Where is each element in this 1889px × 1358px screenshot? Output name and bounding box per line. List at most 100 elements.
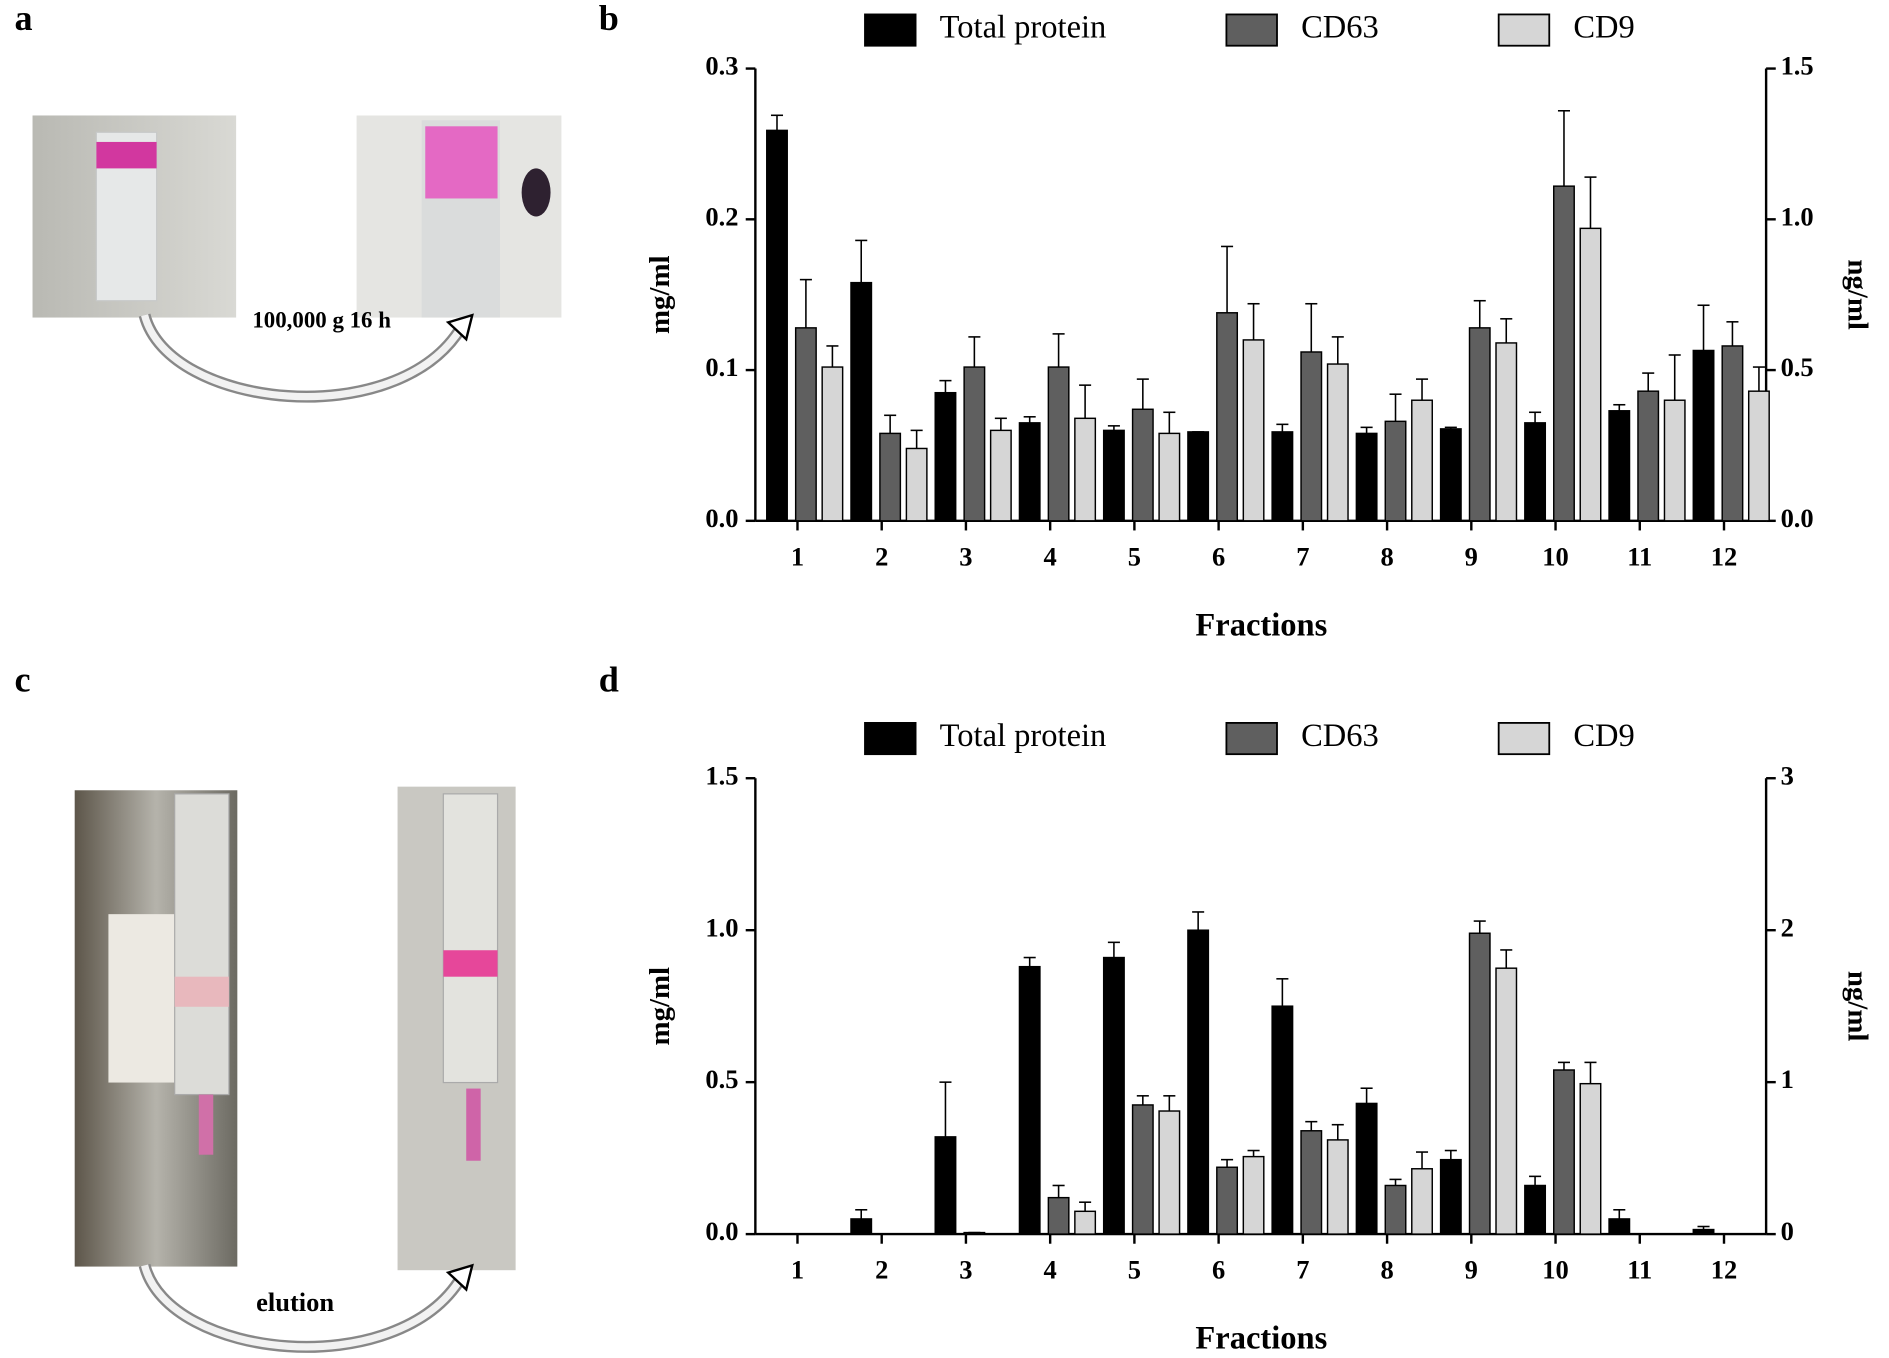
caption: 100,000 g 16 h bbox=[252, 308, 391, 333]
bar bbox=[1242, 1155, 1265, 1235]
error-bar bbox=[1752, 366, 1765, 392]
error-bar bbox=[855, 1209, 868, 1219]
bar bbox=[1439, 1158, 1462, 1235]
panel-label: d bbox=[599, 660, 619, 700]
bar bbox=[934, 391, 957, 522]
x-tick-label: 2 bbox=[875, 1255, 888, 1285]
error-bar bbox=[1557, 1061, 1571, 1070]
error-bar bbox=[855, 239, 868, 283]
error-bar bbox=[1221, 1158, 1234, 1168]
error-bar bbox=[1052, 1184, 1065, 1198]
error-bar bbox=[1192, 911, 1205, 931]
error-bar bbox=[1023, 956, 1036, 967]
bar bbox=[1018, 422, 1041, 522]
error-bar bbox=[1276, 423, 1289, 432]
bar bbox=[1300, 1130, 1323, 1235]
x-tick-label: 1 bbox=[791, 541, 804, 571]
bar bbox=[1355, 1102, 1378, 1235]
x-tick-label: 10 bbox=[1542, 541, 1568, 571]
y2-tick-label: 2 bbox=[1781, 912, 1794, 942]
bar bbox=[1271, 431, 1294, 522]
legend-label: Total protein bbox=[940, 718, 1107, 754]
error-bar bbox=[1473, 920, 1486, 934]
legend-label: Total protein bbox=[940, 10, 1107, 46]
error-bar bbox=[1500, 949, 1513, 969]
x-tick-label: 3 bbox=[959, 541, 972, 571]
legend-label: CD63 bbox=[1301, 718, 1379, 754]
x-tick-label: 7 bbox=[1296, 541, 1309, 571]
error-bar bbox=[1557, 109, 1571, 187]
x-tick-label: 4 bbox=[1044, 541, 1057, 571]
bar bbox=[1468, 327, 1491, 522]
legend-label: CD9 bbox=[1573, 718, 1634, 754]
bar bbox=[1495, 967, 1518, 1235]
bar bbox=[1102, 429, 1125, 522]
error-bar bbox=[1360, 1087, 1373, 1104]
y-tick-label: 0.5 bbox=[705, 1064, 738, 1094]
bar bbox=[1439, 428, 1462, 522]
error-bar bbox=[770, 114, 784, 131]
legend-label: CD63 bbox=[1301, 10, 1379, 46]
bar bbox=[1047, 366, 1070, 522]
x-tick-label: 9 bbox=[1465, 1255, 1478, 1285]
error-bar bbox=[1247, 1149, 1260, 1157]
legend-swatch bbox=[1497, 13, 1551, 47]
arrow bbox=[141, 1264, 465, 1351]
x-axis-label: Fractions bbox=[1195, 1321, 1327, 1357]
panel-label: b bbox=[599, 0, 619, 38]
error-bar bbox=[1247, 302, 1260, 340]
bar bbox=[879, 432, 902, 522]
y2-tick-label: 1.5 bbox=[1781, 51, 1814, 81]
legend-swatch bbox=[1497, 722, 1551, 756]
bar bbox=[1216, 1166, 1239, 1235]
error-bar bbox=[910, 429, 923, 449]
x-tick-label: 9 bbox=[1465, 541, 1478, 571]
bar bbox=[1074, 1210, 1097, 1235]
x-tick-label: 3 bbox=[959, 1255, 972, 1285]
error-bar bbox=[1613, 1209, 1626, 1219]
bar bbox=[1608, 410, 1631, 522]
x-tick-label: 1 bbox=[791, 1255, 804, 1285]
bar bbox=[1074, 417, 1097, 522]
bar bbox=[1158, 432, 1181, 522]
y2-tick-label: 0.0 bbox=[1781, 503, 1814, 533]
bar bbox=[794, 327, 817, 522]
bar bbox=[1692, 349, 1715, 522]
x-tick-label: 7 bbox=[1296, 1255, 1309, 1285]
error-bar bbox=[1305, 302, 1318, 352]
bar bbox=[1326, 363, 1349, 522]
error-bar bbox=[1697, 304, 1710, 351]
error-bar bbox=[1415, 1151, 1429, 1169]
bar bbox=[766, 129, 788, 522]
bar bbox=[1411, 399, 1433, 522]
arrow bbox=[141, 314, 465, 401]
error-bar bbox=[1052, 333, 1065, 368]
error-bar bbox=[1163, 1095, 1176, 1112]
bar bbox=[1047, 1196, 1070, 1235]
bar bbox=[1187, 929, 1210, 1235]
bar bbox=[850, 281, 873, 522]
legend-swatch bbox=[864, 13, 917, 47]
y-tick-label: 1.5 bbox=[705, 760, 738, 790]
bar bbox=[905, 447, 928, 522]
x-tick-label: 5 bbox=[1128, 541, 1141, 571]
bar bbox=[1579, 1082, 1602, 1235]
error-bar bbox=[1584, 1061, 1597, 1084]
bar bbox=[1524, 1184, 1547, 1235]
bar bbox=[934, 1136, 957, 1235]
y-tick-label: 0.2 bbox=[705, 201, 738, 231]
bar bbox=[1553, 185, 1575, 522]
bar bbox=[1553, 1069, 1575, 1235]
y2-tick-label: 1 bbox=[1781, 1064, 1794, 1094]
bar bbox=[821, 366, 844, 522]
y2-tick-label: 0 bbox=[1781, 1216, 1794, 1246]
error-bar bbox=[826, 345, 839, 368]
legend-swatch bbox=[1225, 13, 1278, 47]
bar bbox=[1637, 390, 1660, 522]
bar bbox=[1411, 1168, 1433, 1235]
error-bar bbox=[1079, 384, 1092, 419]
y-axis-label: mg/ml bbox=[644, 967, 676, 1046]
bar bbox=[1300, 351, 1323, 522]
bar bbox=[1663, 399, 1686, 522]
error-bar bbox=[1305, 1120, 1318, 1131]
